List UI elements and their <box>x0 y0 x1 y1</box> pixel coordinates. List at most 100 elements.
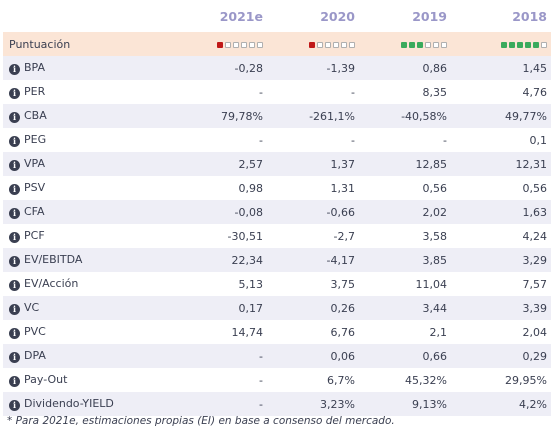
metric-label-cell: i EV/EBITDA <box>3 248 169 272</box>
metric-label-cell: i Dividendo-YIELD <box>3 392 169 416</box>
metric-value: -0,08 <box>169 200 267 224</box>
header-year: 2018 <box>512 8 547 24</box>
table-row: i EV/Acción 5,13 3,75 11,04 7,57 <box>3 272 551 296</box>
metric-value: 0,06 <box>267 344 359 368</box>
header-year: 2019 <box>412 8 447 24</box>
metric-value: - <box>351 85 355 99</box>
metric-value: 29,95% <box>505 373 547 387</box>
metric-value: 8,35 <box>422 85 448 99</box>
metric-value: - <box>443 133 447 147</box>
score-cell <box>169 32 267 56</box>
metric-value: -1,39 <box>267 56 359 80</box>
metric-value: 49,77% <box>451 104 551 128</box>
metric-value: 3,44 <box>359 296 451 320</box>
metric-value: -0,28 <box>169 56 267 80</box>
metric-value: -261,1% <box>267 104 359 128</box>
rating-square-empty <box>441 41 447 48</box>
rating-square-empty <box>249 41 255 48</box>
metric-label: CBA <box>24 109 47 122</box>
metric-value: 0,29 <box>451 344 551 368</box>
metric-label: EV/Acción <box>24 277 79 290</box>
metric-value: 2,57 <box>169 152 267 176</box>
header-empty <box>3 0 169 32</box>
info-icon[interactable]: i <box>9 112 20 123</box>
rating-square-empty <box>241 41 247 48</box>
info-icon[interactable]: i <box>9 64 20 75</box>
footnote: * Para 2021e, estimaciones propias (EI) … <box>7 415 395 427</box>
rating-square-empty <box>225 41 231 48</box>
table-row: i Dividendo-YIELD -3,23% 9,13% 4,2% <box>3 392 551 416</box>
metric-value: 4,24 <box>522 229 548 243</box>
rating-square-empty <box>257 41 263 48</box>
rating-square-filled <box>217 41 223 48</box>
metric-value: 1,45 <box>451 56 551 80</box>
metric-value: 3,58 <box>422 229 448 243</box>
metric-value: 0,56 <box>522 181 548 195</box>
table-row: i CBA 79,78% -261,1% -40,58% 49,77% <box>3 104 551 128</box>
info-icon[interactable]: i <box>9 352 20 363</box>
metric-value: 12,31 <box>451 152 551 176</box>
metric-value: 3,75 <box>330 277 356 291</box>
rating-squares-icon <box>501 41 547 48</box>
metric-label-cell: i VPA <box>3 152 169 176</box>
metric-value: - <box>351 133 355 147</box>
info-icon[interactable]: i <box>9 88 20 99</box>
metric-value: 6,7% <box>327 373 355 387</box>
info-icon[interactable]: i <box>9 280 20 291</box>
metric-label: PEG <box>24 133 47 146</box>
metric-label-cell: i PEG <box>3 128 169 152</box>
info-icon[interactable]: i <box>9 256 20 267</box>
table-row: i EV/EBITDA 22,34 -4,17 3,85 3,29 <box>3 248 551 272</box>
metric-label: Pay-Out <box>24 373 68 386</box>
metric-value: 2,04 <box>522 325 548 339</box>
info-icon[interactable]: i <box>9 160 20 171</box>
metric-label-cell: i PVC <box>3 320 169 344</box>
table-body: Puntuación i BPA -0,28 -1,39 0,86 1,45 i PER - - 8… <box>3 32 551 416</box>
metric-label: VPA <box>24 157 45 170</box>
table-header: 2021e 2020 2019 2018 <box>3 0 551 32</box>
metric-value: 11,04 <box>415 277 448 291</box>
table-row: i PSV 0,98 1,31 0,56 0,56 <box>3 176 551 200</box>
info-icon[interactable]: i <box>9 208 20 219</box>
metric-value: 7,57 <box>522 277 548 291</box>
header-year: 2021e <box>219 8 263 24</box>
info-icon[interactable]: i <box>9 400 20 411</box>
metric-value: -40,58% <box>359 104 451 128</box>
info-icon[interactable]: i <box>9 136 20 147</box>
rating-square-empty <box>325 41 331 48</box>
metric-value: - <box>259 373 263 387</box>
table-row: i PEG - - - 0,1 <box>3 128 551 152</box>
info-icon[interactable]: i <box>9 232 20 243</box>
metric-value: 3,23% <box>267 392 359 416</box>
metric-label-cell: i VC <box>3 296 169 320</box>
rating-squares-icon <box>217 41 263 48</box>
metric-value: 0,1 <box>529 133 548 147</box>
metric-label-cell: i PER <box>3 80 169 104</box>
metric-value: - <box>259 85 263 99</box>
metric-value: 22,34 <box>169 248 267 272</box>
metric-value: 1,63 <box>451 200 551 224</box>
metric-value: 4,2% <box>451 392 551 416</box>
score-cell <box>359 32 451 56</box>
metric-value: 3,29 <box>451 248 551 272</box>
metric-value: 45,32% <box>405 373 447 387</box>
rating-square-filled <box>517 41 523 48</box>
header-year: 2020 <box>320 8 355 24</box>
metric-value: 0,17 <box>169 296 267 320</box>
info-icon[interactable]: i <box>9 304 20 315</box>
metric-label: CFA <box>24 205 45 218</box>
info-icon[interactable]: i <box>9 376 20 387</box>
metric-value: 2,1 <box>429 325 448 339</box>
score-row: Puntuación <box>3 32 551 56</box>
table-row: i PVC 14,74 6,76 2,1 2,04 <box>3 320 551 344</box>
info-icon[interactable]: i <box>9 328 20 339</box>
metric-label: EV/EBITDA <box>24 253 83 266</box>
rating-square-empty <box>433 41 439 48</box>
rating-square-empty <box>425 41 431 48</box>
score-cell <box>451 32 551 56</box>
info-icon[interactable]: i <box>9 184 20 195</box>
table-row: i DPA -0,06 0,66 0,29 <box>3 344 551 368</box>
rating-square-filled <box>509 41 515 48</box>
table-row: i Pay-Out - 6,7% 45,32% 29,95% <box>3 368 551 392</box>
metric-value: 12,85 <box>359 152 451 176</box>
